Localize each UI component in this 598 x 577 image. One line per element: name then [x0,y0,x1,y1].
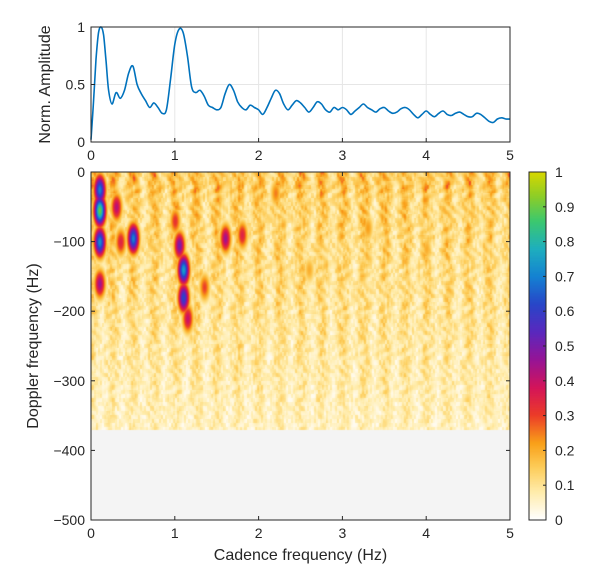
amplitude-y-tick-label: 0.5 [66,77,86,93]
heatmap-image [91,172,510,520]
amplitude-x-tick-label: 0 [87,147,95,163]
colorbar: 0 0.1 0.2 0.3 0.4 0.5 0.6 0.7 0.8 0.9 1 [528,164,575,528]
amplitude-series-line [90,26,511,140]
colorbar-tick-label: 0.2 [555,442,575,458]
heatmap-y-tick-label: −100 [53,234,85,250]
amplitude-axis-ticks: 0 1 2 3 4 5 0 0.5 1 [66,19,515,163]
colorbar-tick-label: 0.9 [555,199,575,215]
heatmap-x-tick-label: 3 [339,525,347,541]
colorbar-gradient [529,172,546,520]
colorbar-tick-label: 0.1 [555,477,575,493]
amplitude-y-tick-label: 1 [77,19,85,35]
colorbar-tick-label: 0.4 [555,373,575,389]
heatmap-y-tick-label: −300 [53,373,85,389]
amplitude-x-tick-label: 2 [255,147,263,163]
amplitude-y-axis-label: Norm. Amplitude [37,25,54,143]
colorbar-tick-label: 0.3 [555,408,575,424]
amplitude-grid [91,27,510,142]
colorbar-tick-label: 0.6 [555,303,575,319]
amplitude-x-tick-label: 3 [339,147,347,163]
colorbar-tick-label: 0.7 [555,268,575,284]
heatmap-y-axis-label: Doppler frequency (Hz) [25,263,42,428]
amplitude-x-tick-label: 1 [171,147,179,163]
amplitude-line-plot: 0 1 2 3 4 5 0 0.5 1 Norm. Amplitude [37,19,514,163]
heatmap-y-tick-label: −500 [53,512,85,528]
colorbar-tick-label: 1 [555,164,563,180]
heatmap-y-tick-label: −400 [53,442,85,458]
heatmap-x-tick-label: 0 [87,525,95,541]
heatmap-y-tick-label: 0 [77,164,85,180]
colorbar-ticks: 0 0.1 0.2 0.3 0.4 0.5 0.6 0.7 0.8 0.9 1 [543,164,575,528]
colorbar-tick-label: 0.8 [555,234,575,250]
colorbar-tick-label: 0 [555,512,563,528]
colorbar-tick-label: 0.5 [555,338,575,354]
amplitude-x-tick-label: 5 [506,147,514,163]
amplitude-y-tick-label: 0 [77,134,85,150]
heatmap-x-tick-label: 4 [422,525,430,541]
heatmap-x-tick-label: 2 [255,525,263,541]
heatmap-x-tick-label: 5 [506,525,514,541]
heatmap-axis-ticks: 0 1 2 3 4 5 0 −100 −200 −300 −400 −500 [53,164,514,541]
amplitude-x-tick-label: 4 [422,147,430,163]
doppler-heatmap-plot: 0 1 2 3 4 5 0 −100 −200 −300 −400 −500 Cadence freq… [25,164,514,564]
heatmap-plot-frame [90,171,511,521]
heatmap-x-tick-label: 1 [171,525,179,541]
heatmap-x-axis-label: Cadence frequency (Hz) [214,547,387,564]
heatmap-y-tick-label: −200 [53,303,85,319]
